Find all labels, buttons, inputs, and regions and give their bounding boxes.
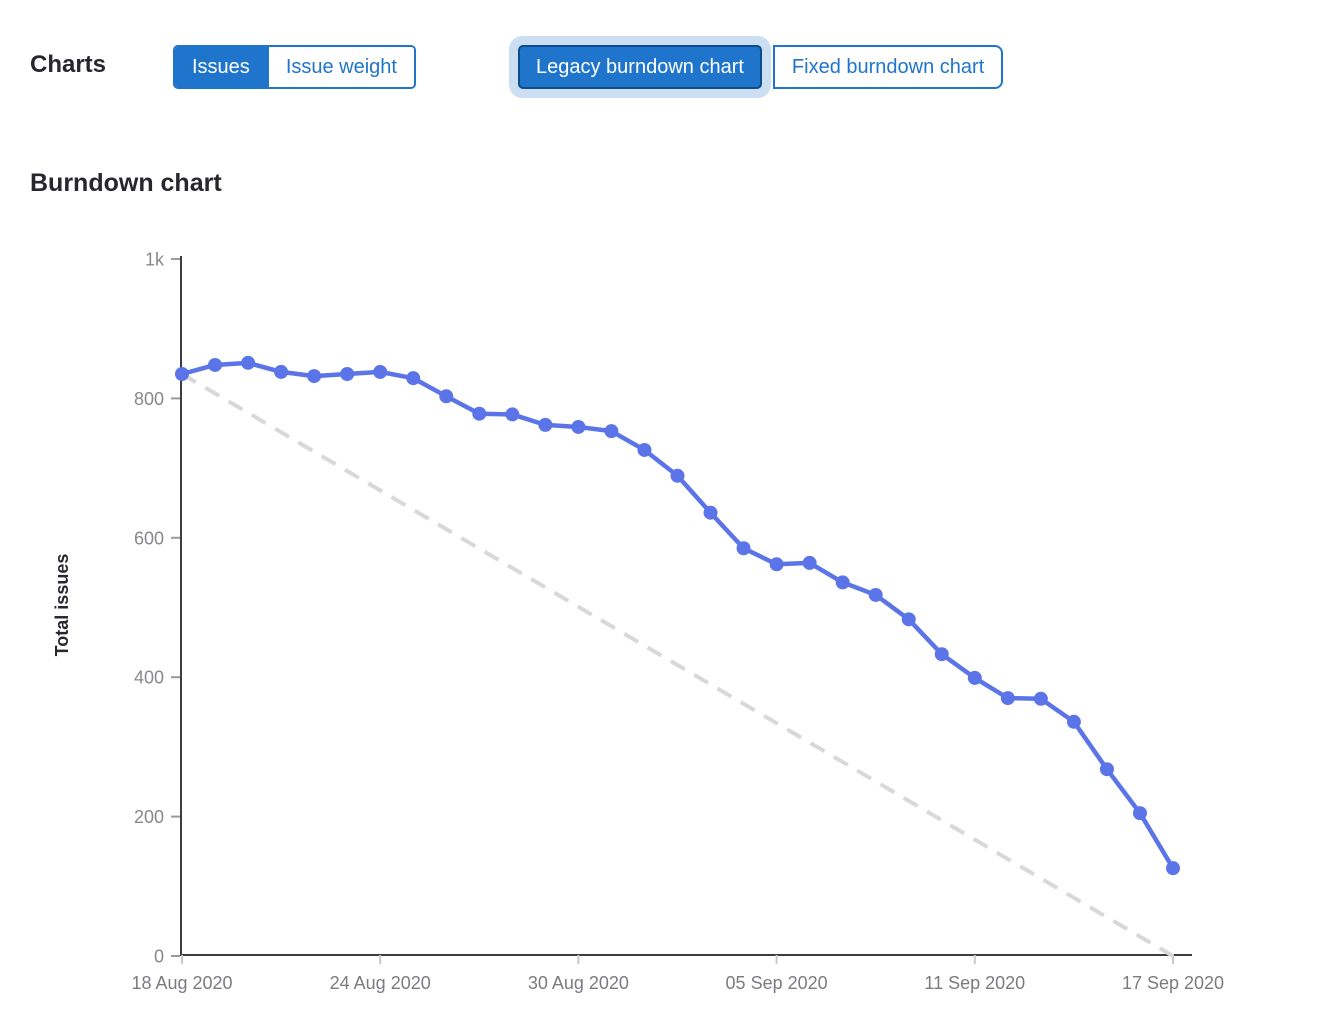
- data-point[interactable]: [571, 419, 586, 434]
- fixed-burndown-chart-button[interactable]: Fixed burndown chart: [772, 45, 1004, 89]
- data-point[interactable]: [208, 357, 223, 372]
- y-axis-tick-label: 800: [134, 389, 164, 409]
- y-axis-title: Total issues: [52, 554, 72, 657]
- x-axis-tick-label: 11 Sep 2020: [924, 973, 1025, 993]
- data-point[interactable]: [604, 424, 619, 439]
- data-point[interactable]: [769, 557, 784, 572]
- y-axis-tick-label: 400: [134, 668, 164, 688]
- x-axis-tick-label: 17 Sep 2020: [1122, 973, 1224, 993]
- data-point[interactable]: [1099, 762, 1114, 777]
- page-title: Burndown chart: [30, 169, 222, 197]
- chart-type-toggle-group: Legacy burndown chart Fixed burndown cha…: [518, 45, 1004, 89]
- data-point[interactable]: [175, 367, 189, 382]
- x-axis-tick-label: 24 Aug 2020: [330, 973, 431, 993]
- data-point[interactable]: [439, 389, 454, 404]
- y-axis-tick-label: 200: [134, 807, 164, 827]
- x-axis-tick-label: 05 Sep 2020: [726, 973, 828, 993]
- data-point[interactable]: [505, 407, 520, 422]
- series-line: [179, 360, 1176, 871]
- issues-toggle-button[interactable]: Issues: [175, 47, 267, 87]
- data-point[interactable]: [802, 555, 817, 570]
- y-axis-tick-label: 600: [134, 528, 164, 548]
- data-point[interactable]: [967, 670, 982, 685]
- data-point[interactable]: [274, 364, 289, 379]
- legacy-burndown-chart-button[interactable]: Legacy burndown chart: [518, 45, 762, 89]
- data-point[interactable]: [538, 417, 553, 432]
- data-point[interactable]: [637, 442, 652, 457]
- data-point[interactable]: [670, 468, 685, 483]
- issue-weight-toggle-button[interactable]: Issue weight: [266, 47, 414, 87]
- y-axis-tick-label: 0: [154, 947, 164, 967]
- x-axis-tick-label: 30 Aug 2020: [528, 973, 629, 993]
- data-point[interactable]: [472, 406, 487, 421]
- data-point[interactable]: [703, 505, 718, 520]
- data-point[interactable]: [1132, 806, 1147, 821]
- data-point[interactable]: [901, 612, 916, 627]
- data-point[interactable]: [1166, 861, 1180, 876]
- data-point[interactable]: [1033, 691, 1048, 706]
- metric-toggle-group: Issues Issue weight: [173, 45, 416, 89]
- data-point[interactable]: [736, 541, 751, 556]
- data-point[interactable]: [340, 367, 355, 382]
- y-axis-tick-label: 1k: [145, 250, 165, 270]
- charts-label: Charts: [30, 51, 107, 78]
- data-point[interactable]: [241, 355, 256, 370]
- data-point[interactable]: [1000, 691, 1015, 706]
- x-axis-tick-label: 18 Aug 2020: [131, 973, 232, 993]
- data-point[interactable]: [934, 647, 949, 662]
- data-point[interactable]: [835, 575, 850, 590]
- data-point[interactable]: [373, 364, 388, 379]
- data-point[interactable]: [868, 587, 883, 602]
- data-point[interactable]: [1066, 714, 1081, 729]
- guideline-dashed: [180, 372, 1175, 958]
- data-point[interactable]: [406, 371, 421, 386]
- data-point[interactable]: [307, 369, 322, 384]
